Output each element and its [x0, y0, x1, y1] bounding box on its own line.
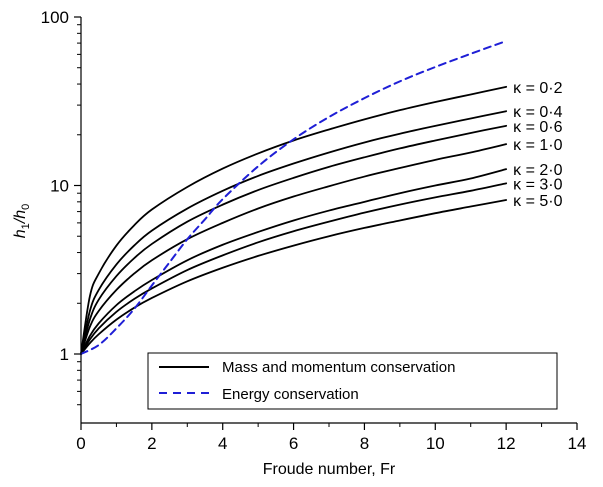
kappa-curve — [80, 85, 508, 355]
kappa-curve — [80, 143, 508, 355]
kappa-label: κ = 0·2 — [513, 80, 562, 97]
kappa-label: κ = 5·0 — [513, 193, 562, 210]
legend: Mass and momentum conservation Energy co… — [147, 352, 558, 410]
kappa-label: κ = 0·6 — [513, 119, 562, 136]
energy-curve — [80, 40, 508, 355]
x-tick-label: 12 — [497, 434, 516, 453]
ticks-layer: 0 2 4 6 8 10 12 14 1 10 100 — [41, 8, 587, 453]
legend-label-energy: Energy conservation — [222, 386, 359, 403]
kappa-curve — [80, 199, 508, 355]
x-tick-label: 14 — [568, 434, 587, 453]
x-axis-label: Froude number, Fr — [263, 461, 396, 478]
series-layer — [80, 40, 508, 355]
x-tick-label: 10 — [426, 434, 445, 453]
kappa-curve — [80, 168, 508, 355]
kappa-label: κ = 0·4 — [513, 104, 562, 121]
y-axis-label: h1/h0 — [12, 204, 32, 239]
kappa-curve — [80, 124, 508, 355]
legend-box — [147, 352, 558, 410]
kappa-curve — [80, 182, 508, 355]
y-tick-label: 10 — [50, 177, 69, 196]
y-tick-label: 100 — [41, 8, 69, 27]
x-tick-label: 6 — [289, 434, 298, 453]
kappa-curve — [80, 110, 508, 355]
x-tick-label: 2 — [147, 434, 156, 453]
kappa-label: κ = 3·0 — [513, 176, 562, 193]
x-tick-label: 8 — [360, 434, 369, 453]
kappa-label: κ = 1·0 — [513, 137, 562, 154]
curve-labels-layer: κ = 0·2 κ = 0·4κ = 0·6κ = 1·0 κ = 2·0κ = 3… — [513, 80, 562, 210]
x-tick-label: 4 — [218, 434, 227, 453]
y-tick-label: 1 — [60, 345, 69, 364]
x-tick-label: 0 — [76, 434, 85, 453]
legend-label-mass-momentum: Mass and momentum conservation — [222, 359, 455, 376]
kappa-label: κ = 2·0 — [513, 162, 562, 179]
